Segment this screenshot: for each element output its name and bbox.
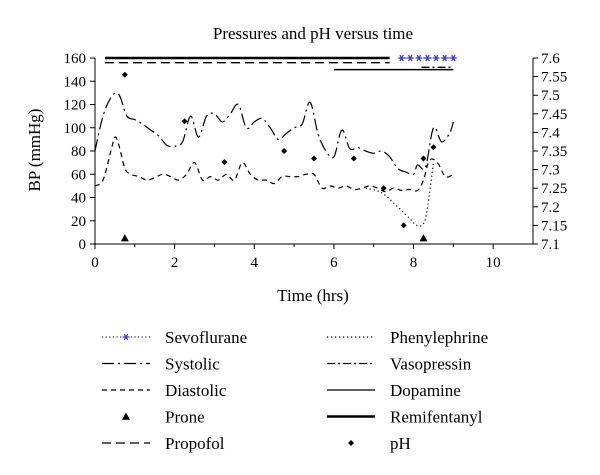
x-tick-label-2: 2 (171, 255, 179, 271)
legend-marker-sevoflurane (122, 333, 130, 341)
y2-tick-label-7-3: 7.3 (541, 163, 560, 179)
ph-point (311, 155, 317, 162)
legend-item-dopamine: Dopamine (327, 381, 461, 400)
y2-tick-label-7-5: 7.5 (541, 88, 560, 104)
prone-point (419, 234, 428, 242)
legend-label-sevoflurane: Sevoflurane (165, 328, 247, 347)
legend: Sevoflurane Phenylephrine Systolic Vasopres… (102, 328, 488, 453)
legend-item-phenylephrine: Phenylephrine (327, 328, 488, 347)
legend-symbol-prone (122, 412, 130, 420)
y-tick-label-80: 80 (71, 144, 86, 160)
legend-label-propofol: Propofol (165, 434, 225, 453)
y-tick-label-40: 40 (71, 191, 86, 207)
y2-tick-label-7-55: 7.55 (541, 70, 567, 86)
y-tick-label-20: 20 (71, 214, 86, 230)
y-tick-label-60: 60 (71, 167, 86, 183)
legend-item-ph: pH (348, 434, 411, 453)
legend-label-vasopressin: Vasopressin (390, 355, 472, 374)
sevoflurane-point (449, 54, 457, 62)
legend-label-ph: pH (390, 434, 411, 453)
ph-point (350, 155, 357, 162)
ph-point (221, 159, 228, 166)
y2-tick-label-7-35: 7.35 (541, 144, 567, 160)
legend-label-systolic: Systolic (165, 355, 220, 374)
legend-label-dopamine: Dopamine (390, 381, 461, 400)
chart-title: Pressures and pH versus time (213, 24, 413, 43)
y-tick-label-160: 160 (64, 51, 87, 67)
ph-point (281, 148, 288, 154)
x-axis-label: Time (hrs) (277, 286, 349, 305)
y-tick-label-100: 100 (64, 121, 87, 137)
series-prone (120, 234, 428, 242)
ph-point (121, 71, 128, 78)
y2-tick-label-7-4: 7.4 (541, 125, 560, 141)
legend-item-systolic: Systolic (102, 355, 220, 374)
legend-item-remifentanyl: Remifentanyl (327, 408, 483, 427)
y2-tick-label-7-25: 7.25 (541, 181, 567, 197)
ph-point (380, 185, 387, 192)
y-tick-label-0: 0 (79, 237, 87, 253)
legend-item-diastolic: Diastolic (102, 381, 227, 400)
ph-point (181, 118, 188, 125)
x-tick-label-6: 6 (330, 255, 338, 271)
y2-tick-label-7-2: 7.2 (541, 200, 560, 216)
legend-label-diastolic: Diastolic (165, 381, 227, 400)
legend-symbol-ph (348, 440, 354, 446)
ph-point (430, 144, 437, 151)
legend-item-prone: Prone (122, 408, 205, 427)
series-diastolic (94, 136, 454, 193)
sevoflurane-point (415, 54, 423, 62)
series-sevoflurane (398, 54, 457, 62)
sevoflurane-point (432, 54, 440, 62)
x-tick-label-10: 10 (486, 255, 501, 271)
y-axis-label: BP (mmHg) (25, 109, 44, 192)
x-tick-label-0: 0 (91, 255, 99, 271)
legend-label-phenylephrine: Phenylephrine (390, 328, 488, 347)
ph-point (420, 155, 427, 162)
y-tick-label-120: 120 (64, 98, 87, 114)
sevoflurane-point (424, 54, 431, 62)
y2-tick-label-7-45: 7.45 (541, 107, 567, 123)
y2-tick-label-7-1: 7.1 (541, 237, 560, 253)
legend-label-remifentanyl: Remifentanyl (390, 408, 483, 427)
y2-tick-label-7-15: 7.15 (541, 218, 567, 234)
legend-item-sevoflurane: Sevoflurane (102, 328, 247, 347)
series-ph (121, 71, 437, 229)
legend-label-prone: Prone (165, 408, 205, 427)
x-tick-label-4: 4 (251, 255, 259, 271)
sevoflurane-point (406, 54, 414, 62)
plot-area: 0204060801001201401607.17.157.27.257.37.… (64, 51, 568, 271)
y-tick-label-140: 140 (64, 74, 87, 90)
sevoflurane-point (398, 54, 405, 62)
ph-point (400, 222, 407, 229)
series-systolic (94, 92, 454, 176)
prone-point (120, 234, 129, 242)
series-phenylephrine (365, 162, 435, 227)
sevoflurane-point (441, 54, 449, 62)
legend-item-vasopressin: Vasopressin (327, 355, 472, 374)
legend-item-propofol: Propofol (102, 434, 225, 453)
x-tick-label-8: 8 (410, 255, 418, 271)
y2-tick-label-7-6: 7.6 (541, 51, 560, 67)
